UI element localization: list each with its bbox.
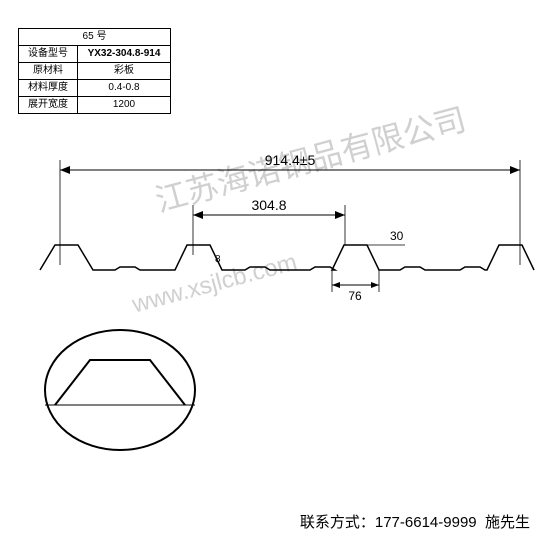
spec-row-value: 1200 — [78, 97, 171, 114]
detail-view — [45, 330, 195, 450]
dim-76-text: 76 — [348, 289, 362, 303]
dim-overall: 914.4±5 — [60, 152, 520, 265]
contact-phone: 177-6614-9999 — [375, 514, 477, 531]
spec-row-label: 设备型号 — [19, 46, 78, 63]
dim-rib-width: 76 — [332, 270, 379, 303]
spec-row-label: 材料厚度 — [19, 80, 78, 97]
spec-row-label: 原材料 — [19, 63, 78, 80]
dim-pitch-text: 304.8 — [251, 197, 286, 213]
contact-info: 联系方式：177-6614-9999 施先生 — [300, 511, 530, 532]
spec-row-value: YX32-304.8-914 — [78, 46, 171, 63]
contact-name: 施先生 — [485, 514, 530, 531]
dim-rib-top: 30 — [360, 229, 405, 245]
profile-path — [40, 245, 534, 270]
dim-overall-text: 914.4±5 — [265, 152, 316, 168]
spec-row-value: 0.4-0.8 — [78, 80, 171, 97]
dim-30-text: 30 — [390, 229, 404, 243]
spec-row-label: 展开宽度 — [19, 97, 78, 114]
spec-header: 65 号 — [19, 29, 171, 46]
spec-table: 65 号 设备型号 YX32-304.8-914 原材料 彩板 材料厚度 0.4… — [18, 28, 171, 114]
spec-row-value: 彩板 — [78, 63, 171, 80]
dim-pitch: 304.8 — [193, 197, 345, 255]
contact-prefix: 联系方式： — [300, 514, 375, 531]
profile-diagram: 914.4±5 304.8 30 8 76 — [0, 120, 550, 480]
